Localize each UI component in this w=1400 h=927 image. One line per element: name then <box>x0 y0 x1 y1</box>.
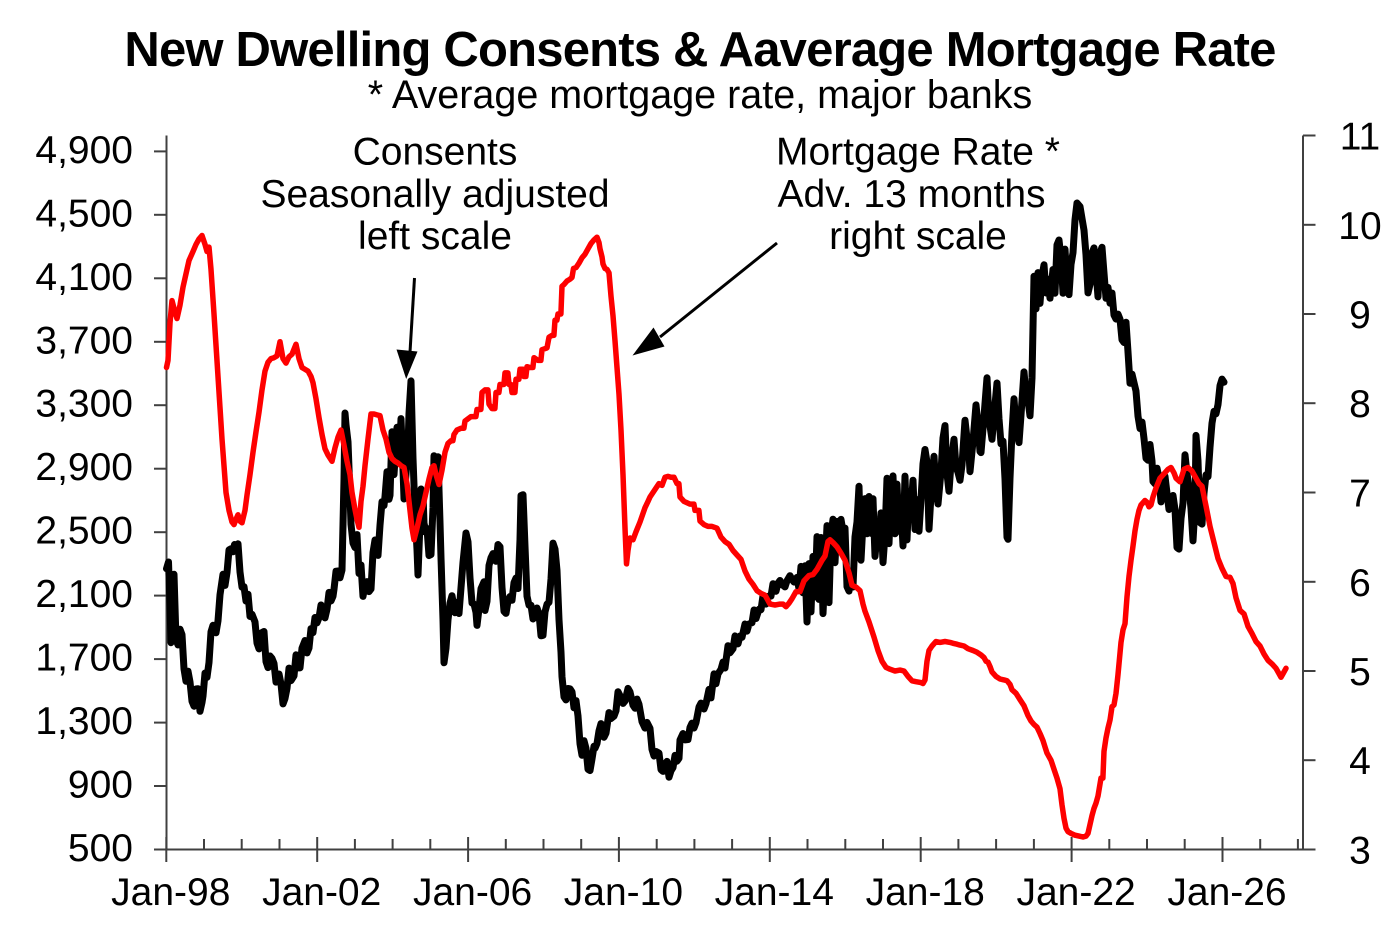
svg-text:3,700: 3,700 <box>35 319 133 362</box>
svg-text:left scale: left scale <box>358 215 512 258</box>
svg-text:Seasonally adjusted: Seasonally adjusted <box>260 173 609 216</box>
svg-text:4: 4 <box>1349 740 1371 783</box>
svg-text:Jan-98: Jan-98 <box>111 871 230 914</box>
svg-text:Mortgage Rate *: Mortgage Rate * <box>776 131 1060 174</box>
svg-text:Jan-26: Jan-26 <box>1167 871 1286 914</box>
svg-text:10: 10 <box>1338 205 1381 248</box>
svg-text:Jan-14: Jan-14 <box>715 871 834 914</box>
svg-text:2,500: 2,500 <box>35 510 133 553</box>
svg-text:1,300: 1,300 <box>35 700 133 743</box>
svg-text:Consents: Consents <box>353 131 518 174</box>
svg-text:2,900: 2,900 <box>35 446 133 489</box>
svg-text:* Average mortgage rate, major: * Average mortgage rate, major banks <box>368 73 1033 117</box>
svg-text:Jan-02: Jan-02 <box>262 871 381 914</box>
svg-text:Jan-10: Jan-10 <box>564 871 683 914</box>
svg-text:right scale: right scale <box>829 215 1007 258</box>
svg-text:5: 5 <box>1349 651 1371 694</box>
svg-text:8: 8 <box>1349 383 1371 426</box>
svg-text:4,500: 4,500 <box>35 192 133 235</box>
svg-text:1,700: 1,700 <box>35 637 133 680</box>
svg-text:4,100: 4,100 <box>35 256 133 299</box>
svg-text:900: 900 <box>68 764 133 807</box>
svg-text:6: 6 <box>1349 562 1371 605</box>
svg-text:Jan-22: Jan-22 <box>1016 871 1135 914</box>
svg-text:4,900: 4,900 <box>35 129 133 172</box>
svg-text:3: 3 <box>1349 830 1371 873</box>
svg-text:3,300: 3,300 <box>35 383 133 426</box>
svg-text:7: 7 <box>1349 473 1371 516</box>
svg-text:New Dwelling Consents & Aavera: New Dwelling Consents & Aaverage Mortgag… <box>124 23 1275 77</box>
svg-text:9: 9 <box>1349 294 1371 337</box>
svg-text:Jan-18: Jan-18 <box>866 871 985 914</box>
svg-text:Adv. 13 months: Adv. 13 months <box>777 173 1045 216</box>
svg-text:11: 11 <box>1340 116 1381 159</box>
svg-text:Jan-06: Jan-06 <box>413 871 532 914</box>
svg-text:2,100: 2,100 <box>35 573 133 616</box>
svg-text:500: 500 <box>68 827 133 870</box>
